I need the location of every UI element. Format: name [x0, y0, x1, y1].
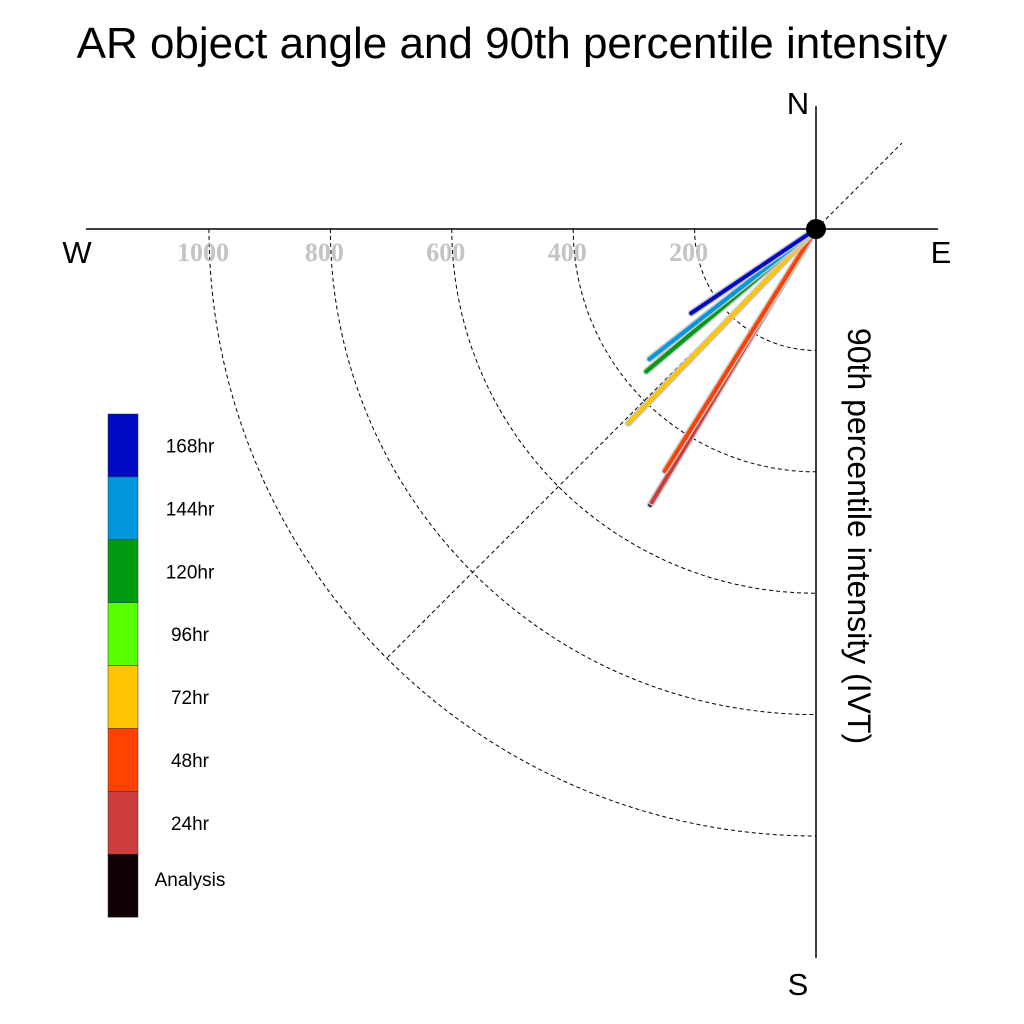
grid-arc-600 — [451, 228, 817, 594]
tick-label-800: 800 — [305, 238, 344, 267]
radial-tick-labels: 200 400 600 800 1000 — [177, 238, 708, 267]
legend-swatch-analysis — [107, 854, 139, 918]
legend-swatch-24hr — [107, 791, 139, 855]
grid-arc-200 — [694, 228, 817, 351]
vector-72hr — [626, 227, 818, 426]
legend-swatch-72hr — [107, 665, 139, 729]
legend-label-120hr: 120hr — [166, 562, 215, 583]
compass-west-label: W — [62, 235, 92, 270]
vector-48hr — [662, 227, 818, 473]
legend-label-144hr: 144hr — [166, 499, 215, 520]
tick-label-600: 600 — [426, 238, 465, 267]
grid-arc-400 — [572, 228, 817, 473]
legend-swatch-48hr — [107, 728, 139, 792]
polar-grid — [208, 142, 903, 837]
y-axis-label: 90th percentile intensity (IVT) — [841, 328, 877, 744]
compass-north-label: N — [787, 86, 809, 121]
chart-title: AR object angle and 90th percentile inte… — [77, 19, 948, 68]
grid-diagonal-ne — [815, 142, 903, 230]
compass-south-label: S — [788, 967, 809, 1002]
legend-label-48hr: 48hr — [171, 751, 210, 772]
legend-label-24hr: 24hr — [171, 814, 210, 835]
tick-label-400: 400 — [548, 238, 587, 267]
tick-label-200: 200 — [669, 238, 708, 267]
origin-dot — [806, 219, 826, 239]
legend-swatch-120hr — [107, 539, 139, 603]
legend-label-72hr: 72hr — [171, 688, 210, 709]
tick-label-1000: 1000 — [177, 238, 229, 267]
legend-label-analysis: Analysis — [155, 870, 226, 891]
vector-168hr — [689, 227, 818, 316]
series-vectors — [624, 225, 820, 509]
legend-swatch-168hr — [107, 413, 139, 478]
legend-swatch-144hr — [107, 476, 139, 541]
grid-arc-1000 — [208, 228, 817, 837]
legend: 168hr 144hr 120hr 96hr 72hr 48hr 24hr Analysis — [107, 413, 226, 918]
legend-label-168hr: 168hr — [166, 436, 215, 457]
legend-label-96hr: 96hr — [171, 625, 210, 646]
compass-east-label: E — [931, 235, 952, 270]
legend-swatch-96hr — [107, 602, 139, 666]
